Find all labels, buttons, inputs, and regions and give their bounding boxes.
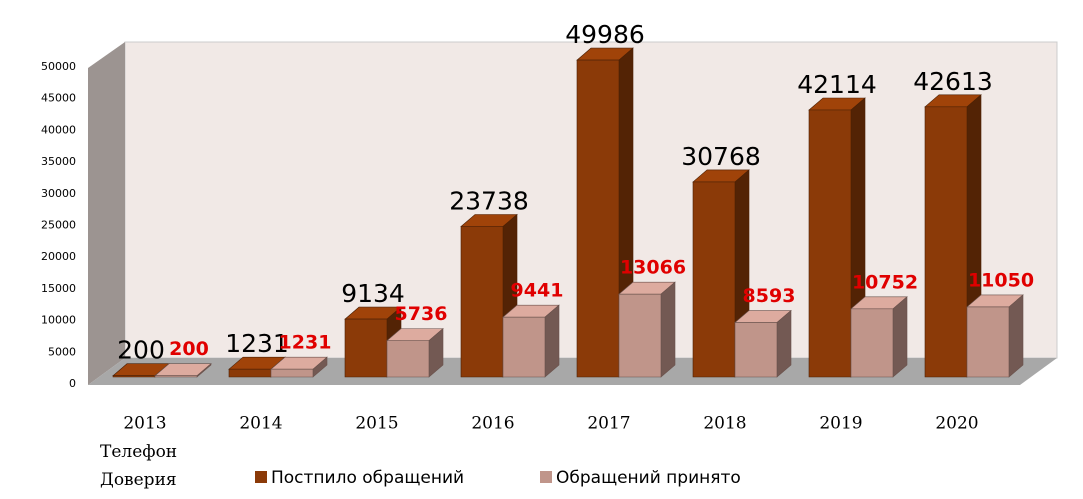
y-tick-label: 40000 [41,123,76,136]
value-label: 1231 [225,329,289,358]
bar-face [924,106,968,378]
y-tick-label: 15000 [41,282,76,295]
bar-face [228,368,272,378]
bar-face [734,322,778,378]
y-tick-label: 5000 [48,345,76,358]
value-label: 9134 [341,279,405,308]
value-label: 49986 [565,20,645,49]
bar [154,363,212,378]
value-label: 42114 [797,70,877,99]
x-tick-label: 2017 [587,414,630,434]
y-tick-label: 10000 [41,314,76,327]
y-tick-label: 45000 [41,92,76,105]
bar [618,281,676,378]
x-tick-label: 2015 [355,414,398,434]
y-tick-label: 50000 [41,60,76,73]
bar [270,356,328,378]
value-label: 23738 [449,187,529,216]
bar-face [576,59,620,378]
x-tick-label: 2018 [703,414,746,434]
bar-face [112,375,156,378]
x-tick-label: 2016 [471,414,514,434]
side-wall [88,42,125,385]
bar-face [776,309,792,378]
bar [850,296,908,378]
value-label: 10752 [852,271,918,293]
y-tick-label: 0 [69,377,76,390]
legend-label: Постпило обращений [271,468,464,488]
bar [386,327,444,378]
legend-swatch [540,471,552,483]
value-label: 200 [169,338,209,360]
bar-face [1008,294,1024,378]
bar-face [344,318,388,378]
value-label: 11050 [968,269,1034,291]
x-tick-label: 2019 [819,414,862,434]
bar [966,294,1024,378]
bar [576,47,634,378]
bar-face [386,340,430,378]
bar-face [660,281,676,378]
value-label: 9441 [511,280,564,302]
bar-face [618,293,662,378]
legend-swatch [255,471,267,483]
value-label: 42613 [913,67,993,96]
value-label: 200 [117,336,165,365]
value-label: 30768 [681,142,761,171]
bar-face [270,368,314,378]
x-tick-label: 2013 [123,414,166,434]
bar-face [502,316,546,378]
bar-face [966,306,1010,378]
value-label: 13066 [620,257,686,279]
bar-face [892,296,908,378]
x-axis-label: Телефон Доверия [100,442,177,490]
legend-label: Обращений принято [556,468,741,488]
y-tick-label: 35000 [41,155,76,168]
bar-face [544,304,560,378]
bar [502,304,560,378]
bar-face [460,226,504,378]
bar-face [692,181,736,378]
x-tick-label: 2014 [239,414,282,434]
value-label: 1231 [279,332,332,354]
x-tick-label: 2020 [935,414,978,434]
y-tick-label: 25000 [41,219,76,232]
bar-face [154,375,198,378]
bar-face [850,308,894,378]
value-label: 5736 [395,303,448,325]
bar-face [808,109,852,378]
y-tick-label: 30000 [41,187,76,200]
value-label: 8593 [743,285,796,307]
y-tick-label: 20000 [41,250,76,263]
bar [734,309,792,378]
